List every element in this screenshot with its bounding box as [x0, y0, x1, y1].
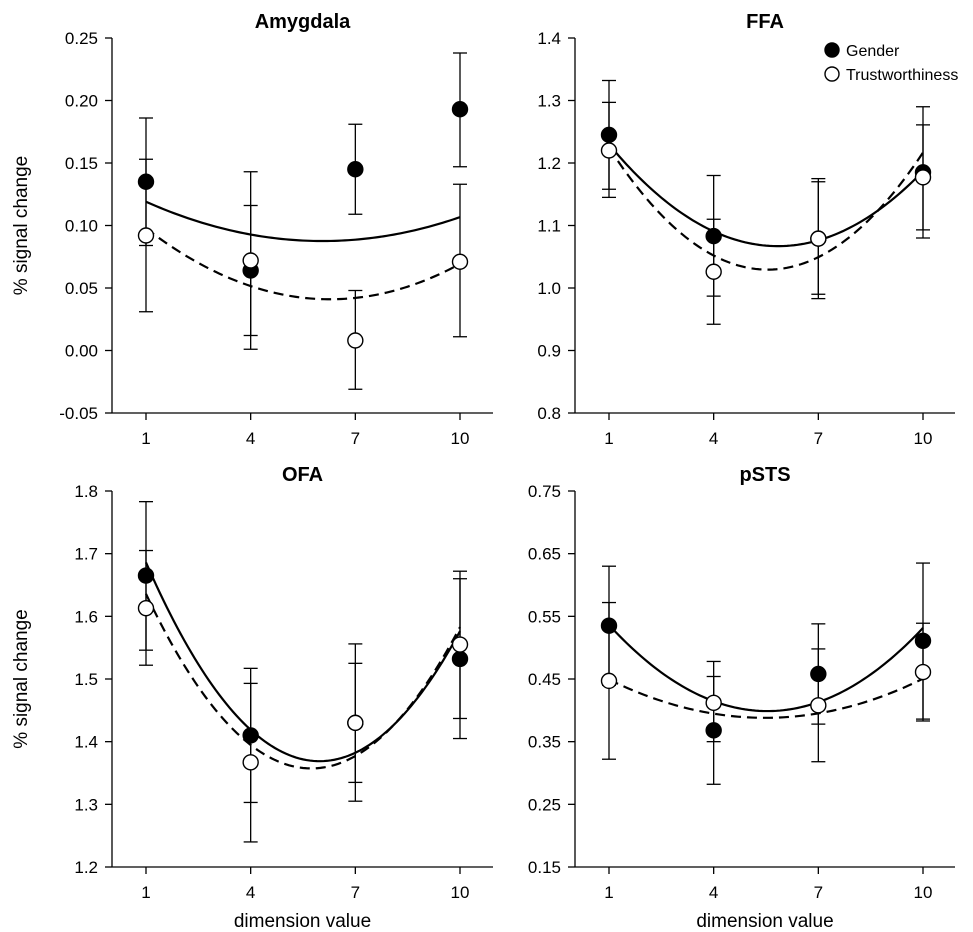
x-tick-label: 1	[141, 883, 150, 902]
panel-ffa: FFA 0.8 0.9 1.0 1.1 1.2 1.3 1.4 1 4 7 10 Gender Trust…	[537, 11, 958, 448]
data-point-gender	[600, 617, 618, 634]
x-tick-label: 10	[914, 429, 933, 448]
x-tick-label: 10	[914, 883, 933, 902]
data-point-trustworthiness	[347, 332, 364, 349]
data-point-gender	[137, 567, 155, 584]
y-tick-label: 1.8	[74, 482, 98, 501]
y-tick-label: 1.6	[74, 607, 98, 626]
x-axis-label: dimension value	[696, 911, 833, 932]
data-point-gender	[810, 665, 827, 683]
data-point-trustworthiness	[600, 142, 618, 159]
y-tick-label: 0.9	[537, 342, 561, 361]
fit-curve-gender	[145, 200, 461, 243]
panel-amygdala: Amygdala -0.05 0.00 0.05 0.10 0.15 0.20 0.25 1 4 7…	[11, 11, 493, 448]
panel-title: Amygdala	[255, 11, 351, 33]
data-point-gender	[242, 727, 259, 744]
x-tick-label: 7	[351, 883, 360, 902]
panel-title: pSTS	[739, 464, 790, 486]
legend-label: Trustworthiness	[846, 67, 958, 84]
y-tick-label: 0.75	[528, 482, 561, 501]
y-tick-label: 1.3	[74, 795, 98, 814]
y-tick-label: 0.00	[65, 342, 98, 361]
x-tick-label: 4	[709, 883, 718, 902]
x-tick-label: 10	[451, 883, 470, 902]
y-tick-label: 1.2	[537, 154, 561, 173]
data-point-trustworthiness	[705, 263, 722, 280]
panel-title: FFA	[746, 11, 784, 33]
x-tick-label: 7	[351, 429, 360, 448]
x-tick-label: 4	[246, 883, 255, 902]
y-tick-label: 0.25	[65, 29, 98, 48]
data-point-trustworthiness	[242, 252, 259, 269]
panel-psts: pSTS 0.15 0.25 0.35 0.45 0.55 0.65 0.75 1 4 7 10 dim…	[528, 464, 955, 932]
y-axis-label: % signal change	[11, 156, 32, 295]
data-point-trustworthiness	[810, 230, 827, 247]
y-tick-label: 1.2	[74, 858, 98, 877]
panel-ofa: OFA 1.2 1.3 1.4 1.5 1.6 1.7 1.8 1 4 7 10 dimension v…	[11, 464, 493, 932]
y-tick-label: 0.55	[528, 607, 561, 626]
y-tick-label: 1.5	[74, 670, 98, 689]
data-point-trustworthiness	[705, 694, 722, 712]
fit-curve-gender	[144, 561, 461, 763]
data-point-gender	[600, 126, 618, 144]
data-point-gender	[451, 101, 469, 118]
y-tick-label: 1.4	[537, 29, 561, 48]
y-tick-label: 1.0	[537, 279, 561, 298]
y-tick-label: 0.35	[528, 733, 561, 752]
data-point-trustworthiness	[137, 227, 155, 244]
y-tick-label: 0.20	[65, 92, 98, 111]
x-tick-label: 1	[604, 429, 613, 448]
data-point-trustworthiness	[242, 754, 259, 771]
y-tick-label: 0.10	[65, 217, 98, 236]
y-tick-label: -0.05	[59, 404, 98, 423]
fit-curve-trustworthiness	[145, 593, 461, 770]
y-tick-label: 1.7	[74, 545, 98, 564]
y-tick-label: 1.1	[537, 217, 561, 236]
data-point-gender	[347, 161, 364, 178]
data-point-trustworthiness	[451, 253, 469, 270]
x-tick-label: 7	[814, 429, 823, 448]
data-point-trustworthiness	[347, 714, 364, 732]
x-tick-label: 4	[709, 429, 718, 448]
y-tick-label: 0.45	[528, 670, 561, 689]
y-tick-label: 0.05	[65, 279, 98, 298]
data-point-trustworthiness	[810, 697, 827, 714]
data-point-gender	[451, 650, 469, 668]
legend-marker-gender	[824, 42, 840, 58]
fit-curve-trustworthiness	[608, 677, 924, 719]
y-tick-label: 0.15	[528, 858, 561, 877]
x-axis-label: dimension value	[234, 911, 371, 932]
data-point-trustworthiness	[914, 663, 932, 681]
y-tick-label: 1.3	[537, 92, 561, 111]
y-tick-label: 0.25	[528, 795, 561, 814]
x-tick-label: 4	[246, 429, 255, 448]
y-axis-label: % signal change	[11, 609, 32, 748]
y-tick-label: 1.4	[74, 733, 98, 752]
y-tick-label: 0.8	[537, 404, 561, 423]
data-point-gender	[914, 632, 932, 649]
x-tick-label: 1	[141, 429, 150, 448]
data-point-trustworthiness	[600, 672, 618, 690]
data-point-trustworthiness	[914, 169, 932, 186]
legend-marker-trustworthiness	[824, 66, 840, 82]
legend-label: Gender	[846, 43, 900, 60]
data-point-trustworthiness	[451, 636, 469, 653]
y-tick-label: 0.65	[528, 545, 561, 564]
data-point-gender	[705, 722, 722, 739]
y-tick-label: 0.15	[65, 154, 98, 173]
data-point-trustworthiness	[137, 599, 155, 617]
data-point-gender	[137, 173, 155, 190]
fit-curve-gender	[608, 624, 924, 713]
x-tick-label: 10	[451, 429, 470, 448]
fit-curve-trustworthiness	[608, 147, 924, 271]
data-point-gender	[705, 227, 722, 245]
fit-curve-gender	[608, 143, 924, 248]
panel-title: OFA	[282, 464, 323, 486]
x-tick-label: 1	[604, 883, 613, 902]
legend: Gender Trustworthiness	[824, 42, 958, 84]
fit-curve-trustworthiness	[145, 227, 461, 301]
x-tick-label: 7	[814, 883, 823, 902]
